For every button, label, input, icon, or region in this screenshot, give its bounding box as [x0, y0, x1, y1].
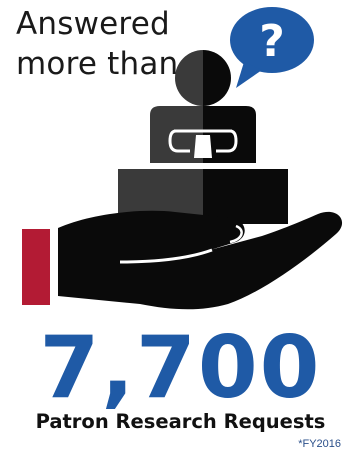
stat-label: Patron Research Requests: [35, 410, 326, 433]
question-mark-symbol: ?: [259, 16, 285, 67]
question-speech-bubble-icon: ?: [230, 7, 314, 88]
stat-footnote: *FY2016: [298, 438, 341, 450]
open-hand-icon: [58, 210, 343, 310]
infographic-illustration: ?: [22, 7, 343, 310]
headline-line-2: more than: [16, 46, 179, 82]
sleeve-cuff-icon: [22, 229, 50, 305]
headline-line-1: Answered: [16, 6, 170, 42]
headline: Answered more than: [16, 4, 178, 84]
librarian-person-icon: [150, 50, 256, 163]
stat-value: 7,700: [39, 318, 322, 418]
